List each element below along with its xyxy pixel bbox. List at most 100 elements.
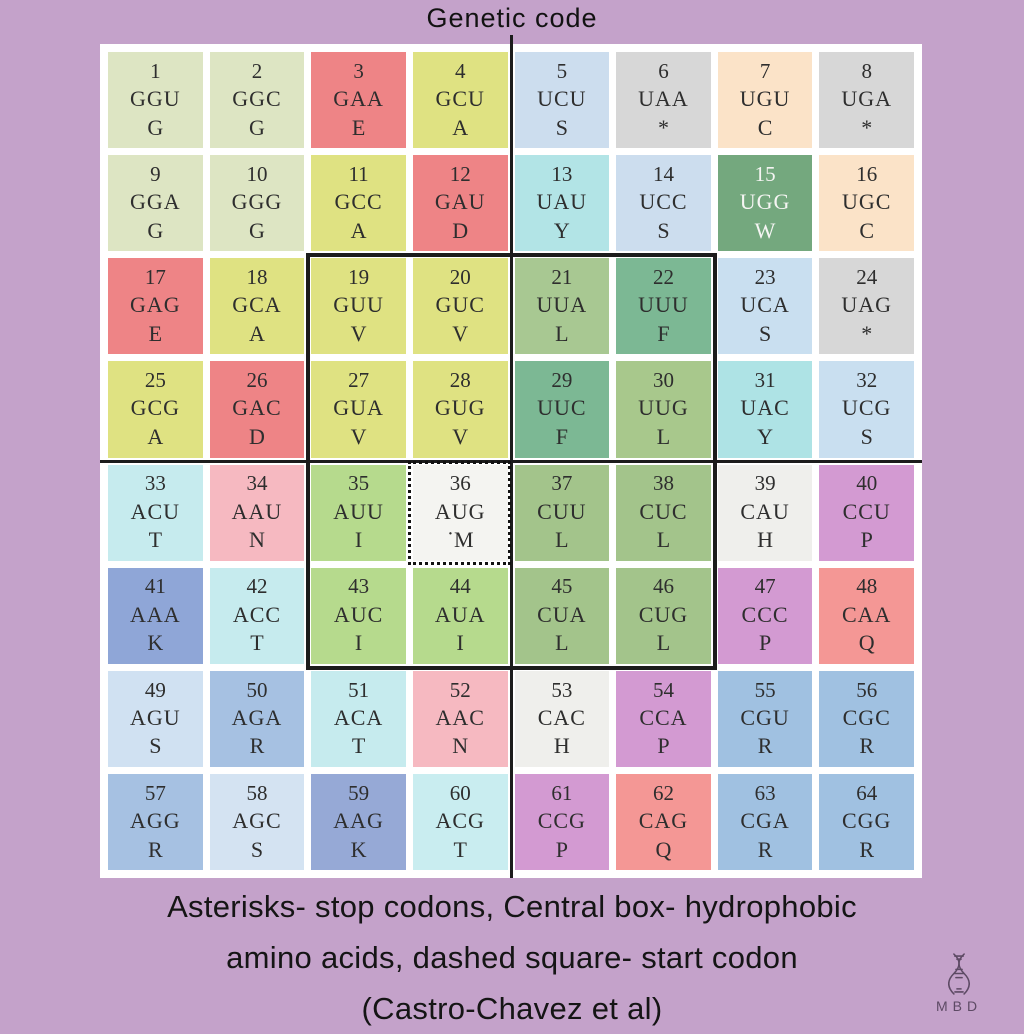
codon-cell-60: 60 ACG T	[412, 773, 508, 870]
cell-amino-acid: H	[757, 527, 773, 553]
cell-amino-acid: L	[656, 424, 671, 450]
cell-number: 8	[861, 58, 872, 83]
cell-codon: AGC	[232, 807, 282, 833]
cell-codon: AGG	[129, 807, 181, 833]
cell-amino-acid: L	[555, 320, 569, 346]
cell-number: 9	[150, 161, 161, 186]
cell-number: 2	[251, 58, 263, 83]
cell-codon: UCA	[740, 292, 790, 318]
codon-cell-38: 38 CUC L	[616, 464, 711, 561]
cell-codon: GAU	[434, 189, 486, 215]
cell-amino-acid: R	[757, 836, 773, 862]
codon-cell-57: 57 AGG R	[108, 773, 203, 870]
cell-number: 25	[144, 368, 166, 393]
cell-codon: AUG	[434, 498, 486, 524]
cell-number: 48	[856, 574, 878, 599]
cell-amino-acid: R	[757, 733, 773, 759]
cell-amino-acid: D	[248, 424, 265, 450]
cell-number: 62	[652, 780, 674, 805]
cell-codon: CGA	[740, 807, 790, 833]
cell-number: 49	[144, 677, 166, 702]
cell-codon: UGG	[739, 189, 791, 215]
cell-codon: CUG	[638, 601, 689, 627]
cell-number: 52	[449, 677, 471, 702]
cell-number: 21	[551, 265, 573, 290]
cell-codon: GCA	[232, 292, 282, 318]
cell-number: 29	[551, 368, 573, 393]
cell-number: 7	[759, 58, 771, 83]
cell-number: 39	[754, 471, 776, 496]
cell-amino-acid: Q	[655, 836, 672, 862]
cell-codon: CGG	[841, 807, 892, 833]
cell-codon: CGC	[842, 704, 891, 730]
cell-number: 47	[754, 574, 776, 599]
codon-cell-46: 46 CUG L	[616, 567, 711, 664]
codon-cell-3: 3 GAA E	[311, 52, 406, 149]
cell-amino-acid: L	[656, 630, 671, 656]
codon-cell-43: 43 AUC I	[311, 567, 406, 664]
mbd-logo: MBD	[920, 953, 998, 1014]
cell-codon: GAG	[129, 292, 181, 318]
codon-cell-12: 12 GAU D	[412, 155, 508, 252]
codon-cell-50: 50 AGA R	[209, 670, 305, 767]
cell-number: 10	[246, 161, 268, 186]
cell-number: 51	[348, 677, 370, 702]
cell-number: 28	[449, 368, 471, 393]
codon-cell-24: 24 UAG *	[819, 258, 914, 355]
cell-amino-acid: T	[351, 733, 366, 759]
cell-amino-acid: S	[149, 733, 162, 759]
cell-amino-acid: S	[860, 424, 873, 450]
cell-number: 43	[348, 574, 370, 599]
codon-cell-22: 22 UUU F	[616, 258, 711, 355]
cell-amino-acid: F	[555, 424, 568, 450]
codon-cell-9: 9 GGA G	[108, 155, 203, 252]
cell-codon: GUA	[333, 395, 384, 421]
codon-cell-13: 13 UAU Y	[514, 155, 610, 252]
cell-codon: CAA	[841, 601, 892, 627]
cell-codon: UGA	[841, 86, 893, 112]
cell-number: 54	[652, 677, 674, 702]
cell-amino-acid: S	[657, 217, 670, 243]
cell-number: 59	[348, 780, 370, 805]
codon-cell-17: 17 GAG E	[108, 258, 203, 355]
cell-amino-acid: C	[757, 114, 773, 140]
cell-number: 31	[754, 368, 776, 393]
codon-cell-59: 59 AAG K	[311, 773, 406, 870]
codon-cell-47: 47 CCC P	[717, 567, 813, 664]
cell-number: 15	[754, 161, 776, 186]
cell-amino-acid: V	[350, 424, 367, 450]
cell-amino-acid: *	[657, 114, 669, 140]
cell-number: 1	[150, 58, 161, 83]
codon-cell-27: 27 GUA V	[311, 361, 406, 458]
cell-amino-acid: E	[351, 114, 366, 140]
cell-amino-acid: K	[350, 836, 367, 862]
cell-amino-acid: F	[657, 320, 670, 346]
cell-amino-acid: W	[754, 217, 776, 243]
codon-cell-41: 41 AAA K	[108, 567, 203, 664]
page-title: Genetic code	[426, 3, 598, 33]
codon-cell-15: 15 UGG W	[717, 155, 813, 252]
cell-codon: CUU	[537, 498, 587, 524]
cell-amino-acid: H	[553, 733, 570, 759]
cell-codon: AAC	[435, 704, 485, 730]
cell-number: 36	[449, 471, 471, 496]
cell-amino-acid: N	[452, 733, 469, 759]
cell-codon: CCU	[842, 498, 891, 524]
genetic-code-table: 1 GGU G 2 GGC G 3 GAA E 4 GCU A 5 UCU S 6 UAA * 7 UGU C 8 UGA *…	[100, 35, 922, 878]
cell-codon: AGA	[231, 704, 283, 730]
cell-number: 60	[449, 780, 471, 805]
cell-amino-acid: G	[147, 114, 164, 140]
cell-amino-acid: N	[248, 527, 265, 553]
cell-codon: GCC	[334, 189, 383, 215]
cell-number: 56	[856, 677, 878, 702]
cell-codon: GAA	[333, 86, 384, 112]
codon-cell-44: 44 AUA I	[412, 567, 508, 664]
caption-line-1: Asterisks- stop codons, Central box- hyd…	[167, 889, 857, 924]
codon-cell-2: 2 GGC G	[209, 52, 305, 149]
codon-cell-40: 40 CCU P	[819, 464, 914, 561]
cell-codon: ACU	[130, 498, 181, 524]
cell-amino-acid: Y	[553, 217, 570, 243]
cell-amino-acid: Q	[858, 630, 875, 656]
cell-amino-acid: *	[861, 114, 873, 140]
cell-codon: UUU	[638, 292, 689, 318]
